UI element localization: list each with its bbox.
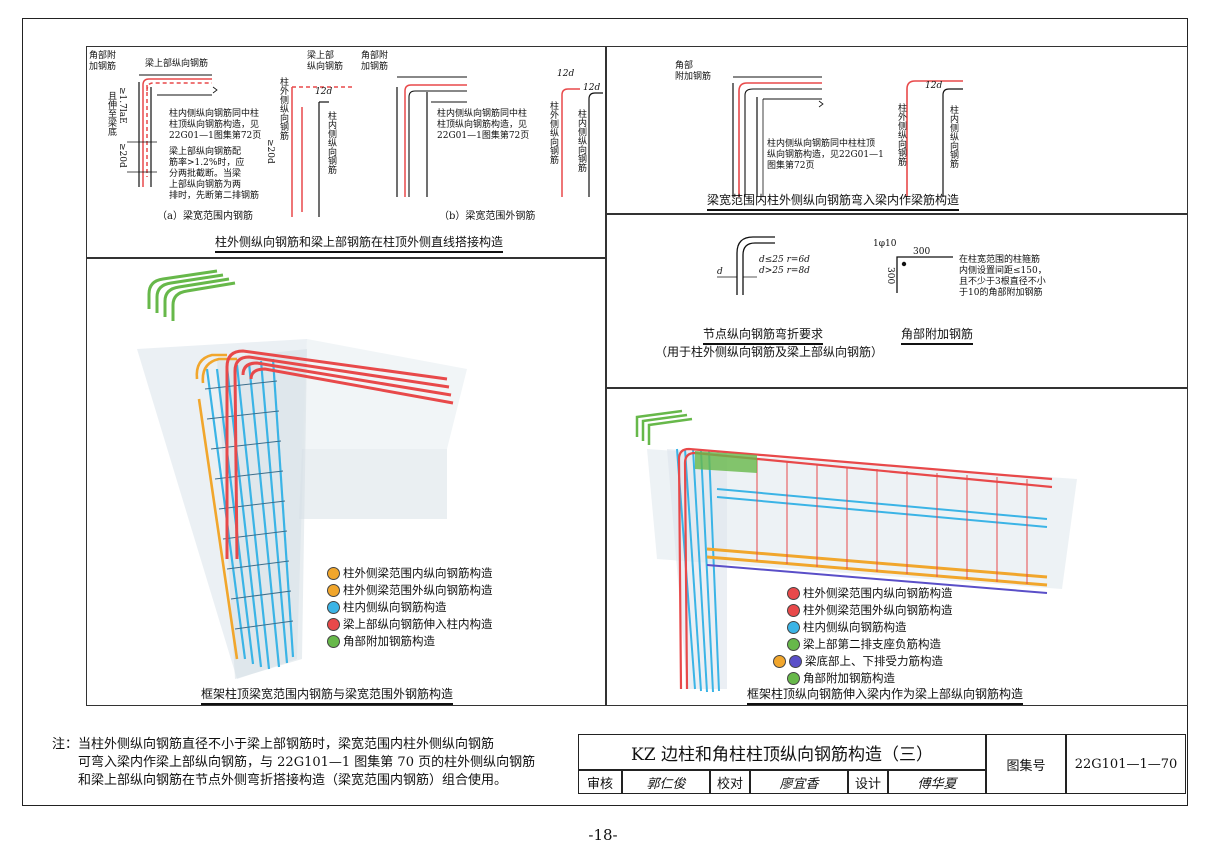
a-note-2: 梁上部纵向钢筋配 筋率>1.2%时，应 分两批截断。当梁 上部纵向钢筋为两 排时，先断第… (169, 147, 260, 201)
a-dim-20d: ≥20d (117, 143, 127, 168)
atlas-number: 22G101—1—70 (1066, 734, 1186, 794)
b-label-corner: 角部附 加钢筋 (361, 51, 389, 72)
legend-item: 柱外侧梁范围内纵向钢筋构造 (787, 585, 953, 602)
bend-vertical-inner: 柱内侧纵向钢筋 (948, 105, 958, 168)
bend-into-beam-drawing (732, 76, 963, 197)
b-note: 柱内侧纵向钢筋同中柱 柱顶纵向钢筋构造，见 22G01—1图集第72页 (437, 109, 530, 141)
panel-bend-requirements: d d≤25 r=6d d>25 r=8d 1φ10 300 300 在柱宽范围的… (606, 214, 1188, 388)
b-vertical-inner: 柱内侧纵向钢筋 (326, 111, 336, 174)
legend-dot-icon (787, 587, 800, 600)
drawing-title: KZ 边柱和角柱柱顶纵向钢筋构造（三） (578, 734, 986, 770)
b-vertical-outer: 柱外侧纵向钢筋 (278, 77, 288, 140)
a-note-1: 柱内侧纵向钢筋同中柱 柱顶纵向钢筋构造，见 22G01—1图集第72页 (169, 109, 262, 141)
design-label: 设计 (848, 770, 888, 794)
a-dim-lae: ≥1.7laE (117, 87, 127, 124)
bend-dim-12d: 12d (925, 81, 943, 91)
b-label-beam-top: 梁上部 纵向钢筋 (307, 51, 344, 72)
legend-item: 角部附加钢筋构造 (787, 670, 953, 687)
a-label-beam-top: 梁上部纵向钢筋 (145, 59, 209, 69)
note-prefix: 注： (52, 737, 79, 752)
corner-bar-size: 1φ10 (873, 239, 897, 249)
legend-item: 角部附加钢筋构造 (327, 633, 493, 650)
panel-3d-column-top: 柱外侧梁范围内纵向钢筋构造 柱外侧梁范围外纵向钢筋构造 柱内侧纵向钢筋构造 梁上… (86, 258, 606, 706)
b-dim-20d: ≥20d (265, 139, 275, 164)
column-top-3d-render (137, 269, 467, 679)
check-name: 廖宜香 (750, 770, 848, 794)
panel-bend-into-beam: 角部 附加钢筋 柱内侧纵向钢筋同中柱柱顶 纵向钢筋构造，见22G01—1 图集第72页… (606, 46, 1188, 214)
title-block: KZ 边柱和角柱柱顶纵向钢筋构造（三） 图集号 22G101—1—70 审核 郭… (578, 734, 1186, 794)
a-label-corner: 角部附加钢筋 (89, 51, 117, 72)
corner-dim-h: 300 (913, 247, 931, 257)
legend-3d-beam-column: 柱外侧梁范围内纵向钢筋构造 柱外侧梁范围外纵向钢筋构造 柱内侧纵向钢筋构造 梁上… (773, 585, 953, 687)
b-vertical-inner-2: 柱内侧纵向钢筋 (576, 109, 586, 172)
a-dim-beam-bottom: 且伸至梁底 (106, 91, 116, 136)
legend-item: 柱内侧纵向钢筋构造 (787, 619, 953, 636)
b-caption: （b）梁宽范围外钢筋 (439, 211, 536, 222)
b-dim-12d-c: 12d (583, 83, 601, 93)
drawing-note: 注： 当柱外侧纵向钢筋直径不小于梁上部钢筋时，梁宽范围内柱外侧纵向钢筋 可弯入梁… (52, 736, 572, 790)
legend-dot-icon (773, 655, 786, 668)
legend-dot-icon (787, 604, 800, 617)
column-top-3d-title: 框架柱顶梁宽范围内钢筋与梁宽范围外钢筋构造 (201, 685, 454, 705)
bend-vertical-outer: 柱外侧纵向钢筋 (896, 103, 906, 166)
legend-item: 柱外侧梁范围内纵向钢筋构造 (327, 565, 493, 582)
bend-requirements-title: 节点纵向钢筋弯折要求 (703, 325, 824, 345)
note-line: 可弯入梁内作梁上部纵向钢筋，与 22G101—1 图集第 70 页的柱外侧纵向钢… (78, 755, 536, 770)
corner-bar-label: 角部 附加钢筋 (675, 61, 712, 82)
lap-splice-drawing (127, 74, 603, 217)
legend-item: 梁上部第二排支座负筋构造 (787, 636, 953, 653)
panel-3d-beam-column: 柱外侧梁范围内纵向钢筋构造 柱外侧梁范围外纵向钢筋构造 柱内侧纵向钢筋构造 梁上… (606, 388, 1188, 706)
corner-note: 在柱宽范围的柱箍筋 内侧设置间距≤150， 且不少于3根直径不小 于10的角部附加钢筋 (959, 255, 1047, 298)
review-name: 郭仁俊 (622, 770, 710, 794)
legend-dot-icon (327, 601, 340, 614)
legend-dot-icon (327, 584, 340, 597)
legend-item: 柱内侧纵向钢筋构造 (327, 599, 493, 616)
legend-item: 梁底部上、下排受力筋构造 (773, 653, 953, 670)
note-line: 和梁上部纵向钢筋在节点外侧弯折搭接构造（梁宽范围内钢筋）组合使用。 (78, 773, 508, 788)
bend-note: 柱内侧纵向钢筋同中柱柱顶 纵向钢筋构造，见22G01—1 图集第72页 (767, 139, 884, 171)
legend-dot-icon (787, 621, 800, 634)
page-number: -18- (588, 826, 618, 844)
bend-into-beam-title: 梁宽范围内柱外侧纵向钢筋弯入梁内作梁筋构造 (707, 191, 960, 211)
b-dim-12d-a: 12d (315, 87, 333, 97)
legend-dot-icon (327, 567, 340, 580)
legend-dot-icon (787, 672, 800, 685)
design-name: 傅华夏 (888, 770, 986, 794)
legend-3d-column-top: 柱外侧梁范围内纵向钢筋构造 柱外侧梁范围外纵向钢筋构造 柱内侧纵向钢筋构造 梁上… (327, 565, 493, 650)
legend-item: 梁上部纵向钢筋伸入柱内构造 (327, 616, 493, 633)
legend-item: 柱外侧梁范围外纵向钢筋构造 (327, 582, 493, 599)
review-label: 审核 (578, 770, 622, 794)
panel-lap-splice: 角部附加钢筋 梁上部纵向钢筋 ≥1.7laE 且伸至梁底 ≥20d 柱内侧纵向钢… (86, 46, 606, 258)
note-line: 当柱外侧纵向钢筋直径不小于梁上部钢筋时，梁宽范围内柱外侧纵向钢筋 (78, 737, 495, 752)
beam-column-3d-title: 框架柱顶纵向钢筋伸入梁内作为梁上部纵向钢筋构造 (747, 685, 1024, 705)
legend-dot-icon (789, 655, 802, 668)
b-vertical-outer-2: 柱外侧纵向钢筋 (548, 101, 558, 164)
bend-rules: d≤25 r=6d d>25 r=8d (759, 255, 810, 276)
beam-column-3d-render (635, 409, 1077, 693)
corner-bar-title: 角部附加钢筋 (901, 325, 974, 345)
bend-radius-drawing (717, 236, 953, 295)
a-caption: （a）梁宽范围内钢筋 (157, 211, 253, 222)
bend-d-label: d (717, 267, 723, 277)
bend-requirements-subtitle: （用于柱外侧纵向钢筋及梁上部纵向钢筋） (655, 345, 884, 359)
atlas-label: 图集号 (986, 734, 1066, 794)
check-label: 校对 (710, 770, 750, 794)
legend-item: 柱外侧梁范围外纵向钢筋构造 (787, 602, 953, 619)
legend-dot-icon (787, 638, 800, 651)
legend-dot-icon (327, 618, 340, 631)
corner-dim-v: 300 (885, 267, 895, 285)
legend-dot-icon (327, 635, 340, 648)
b-dim-12d-b: 12d (557, 69, 575, 79)
lap-splice-title: 柱外侧纵向钢筋和梁上部钢筋在柱顶外侧直线搭接构造 (215, 233, 504, 253)
